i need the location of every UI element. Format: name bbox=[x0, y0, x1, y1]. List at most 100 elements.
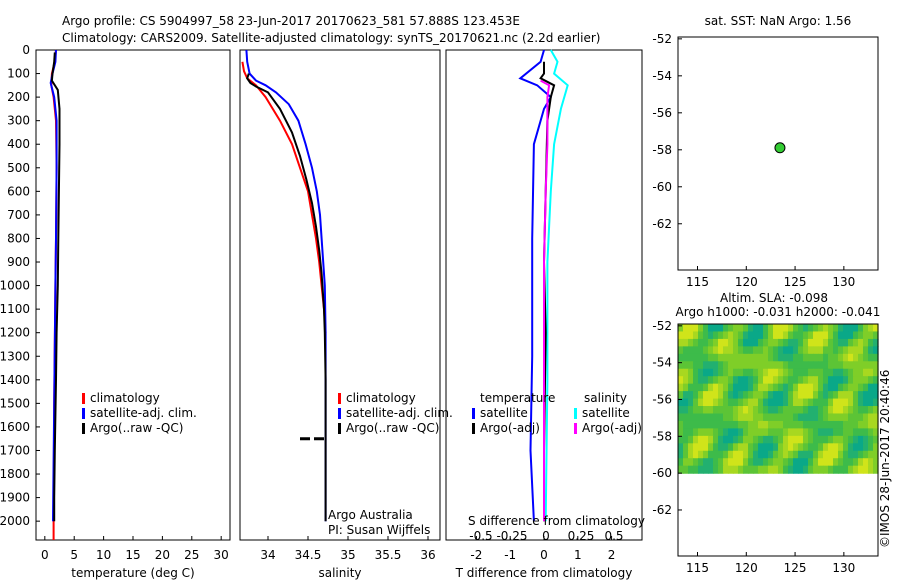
sla-cell bbox=[678, 353, 684, 362]
sla-cell bbox=[823, 324, 829, 333]
temperature-ytick-label: 500 bbox=[7, 161, 30, 175]
sla-cell bbox=[803, 338, 809, 347]
sla-cell bbox=[788, 465, 794, 474]
sla-cell bbox=[823, 398, 829, 407]
sla-cell bbox=[828, 435, 834, 444]
sla-cell bbox=[688, 368, 694, 377]
sla-cell bbox=[798, 465, 804, 474]
sla-cell bbox=[873, 391, 879, 400]
sst-map-xtick-label: 115 bbox=[686, 275, 709, 289]
sla-map-ytick-label: -54 bbox=[652, 356, 672, 370]
sla-cell bbox=[733, 413, 739, 422]
sla-cell bbox=[723, 383, 729, 392]
sla-cell bbox=[813, 420, 819, 429]
sla-cell bbox=[793, 331, 799, 340]
sla-cell bbox=[798, 406, 804, 415]
sla-cell bbox=[858, 361, 864, 370]
sla-cell bbox=[848, 406, 854, 415]
sla-cell bbox=[728, 331, 734, 340]
sla-cell bbox=[843, 443, 849, 452]
sla-cell bbox=[773, 331, 779, 340]
sla-cell bbox=[853, 338, 859, 347]
sla-cell bbox=[738, 420, 744, 429]
sla-cell bbox=[858, 383, 864, 392]
sla-cell bbox=[683, 361, 689, 370]
sla-cell bbox=[798, 338, 804, 347]
sla-cell bbox=[718, 413, 724, 422]
sla-cell bbox=[743, 443, 749, 452]
sla-cell bbox=[708, 346, 714, 355]
sla-cell bbox=[743, 383, 749, 392]
sla-cell bbox=[783, 361, 789, 370]
sla-cell bbox=[748, 413, 754, 422]
temperature-xtick-label: 15 bbox=[125, 548, 140, 562]
sla-cell bbox=[808, 443, 814, 452]
sla-cell bbox=[868, 331, 874, 340]
sla-cell bbox=[713, 413, 719, 422]
sla-cell bbox=[863, 383, 869, 392]
sla-cell bbox=[728, 413, 734, 422]
sla-cell bbox=[688, 346, 694, 355]
sla-cell bbox=[708, 324, 714, 333]
sla-cell bbox=[748, 435, 754, 444]
sla-cell bbox=[813, 406, 819, 415]
sla-map-ytick-label: -60 bbox=[652, 466, 672, 480]
sla-cell bbox=[828, 353, 834, 362]
sla-cell bbox=[773, 420, 779, 429]
temperature-xlabel: temperature (deg C) bbox=[71, 566, 194, 580]
sla-cell bbox=[753, 450, 759, 459]
sla-cell bbox=[863, 338, 869, 347]
sla-cell bbox=[733, 376, 739, 385]
sla-cell bbox=[698, 458, 704, 467]
sla-cell bbox=[848, 450, 854, 459]
sla-cell bbox=[693, 465, 699, 474]
sla-cell bbox=[753, 353, 759, 362]
sla-cell bbox=[868, 398, 874, 407]
sla-cell bbox=[798, 361, 804, 370]
sla-cell bbox=[678, 428, 684, 437]
sla-cell bbox=[828, 420, 834, 429]
sla-cell bbox=[778, 391, 784, 400]
sla-cell bbox=[703, 338, 709, 347]
sla-cell bbox=[688, 331, 694, 340]
sla-cell bbox=[843, 428, 849, 437]
sla-cell bbox=[748, 428, 754, 437]
sla-cell bbox=[738, 406, 744, 415]
sla-cell bbox=[863, 406, 869, 415]
sla-cell bbox=[768, 391, 774, 400]
sla-cell bbox=[703, 458, 709, 467]
sla-map-frame bbox=[677, 323, 879, 557]
sla-cell bbox=[858, 465, 864, 474]
sla-cell bbox=[808, 338, 814, 347]
sla-cell bbox=[753, 368, 759, 377]
sla-cell bbox=[718, 376, 724, 385]
sla-cell bbox=[853, 398, 859, 407]
sla-cell bbox=[813, 368, 819, 377]
sla-cell bbox=[708, 331, 714, 340]
sla-map-ytick-label: -58 bbox=[652, 429, 672, 443]
sla-cell bbox=[843, 450, 849, 459]
sla-cell bbox=[823, 361, 829, 370]
sla-cell bbox=[763, 450, 769, 459]
sla-cell bbox=[738, 465, 744, 474]
sla-cell bbox=[778, 420, 784, 429]
sla-cell bbox=[858, 331, 864, 340]
sla-cell bbox=[768, 406, 774, 415]
sla-cell bbox=[738, 450, 744, 459]
sla-cell bbox=[688, 383, 694, 392]
sla-cell bbox=[693, 443, 699, 452]
sla-cell bbox=[743, 458, 749, 467]
sla-cell bbox=[783, 420, 789, 429]
sla-cell bbox=[773, 458, 779, 467]
sla-cell bbox=[873, 406, 879, 415]
sla-cell bbox=[868, 383, 874, 392]
sla-cell bbox=[783, 368, 789, 377]
sla-cell bbox=[703, 465, 709, 474]
sla-cell bbox=[753, 420, 759, 429]
sla-cell bbox=[733, 324, 739, 333]
sla-cell bbox=[693, 338, 699, 347]
sla-cell bbox=[688, 324, 694, 333]
sla-cell bbox=[828, 413, 834, 422]
sla-cell bbox=[818, 324, 824, 333]
sla-cell bbox=[748, 338, 754, 347]
